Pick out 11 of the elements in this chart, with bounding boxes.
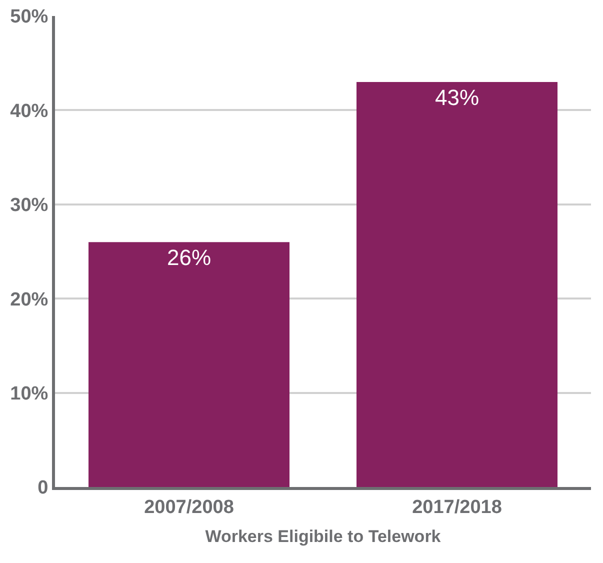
y-tick-label: 0 xyxy=(38,478,48,499)
y-tick-label: 10% xyxy=(10,383,48,404)
x-axis-title: Workers Eligibile to Telework xyxy=(205,527,442,546)
x-tick-label: 2007/2008 xyxy=(144,496,234,518)
x-tick-label: 2017/2018 xyxy=(412,496,502,518)
data-label: 26% xyxy=(166,245,212,270)
data-label: 43% xyxy=(434,84,480,110)
y-tick-label: 40% xyxy=(10,100,48,122)
y-tick-label: 20% xyxy=(10,289,48,310)
y-tick-label: 30% xyxy=(10,195,48,216)
y-tick-label: 50% xyxy=(10,6,48,28)
